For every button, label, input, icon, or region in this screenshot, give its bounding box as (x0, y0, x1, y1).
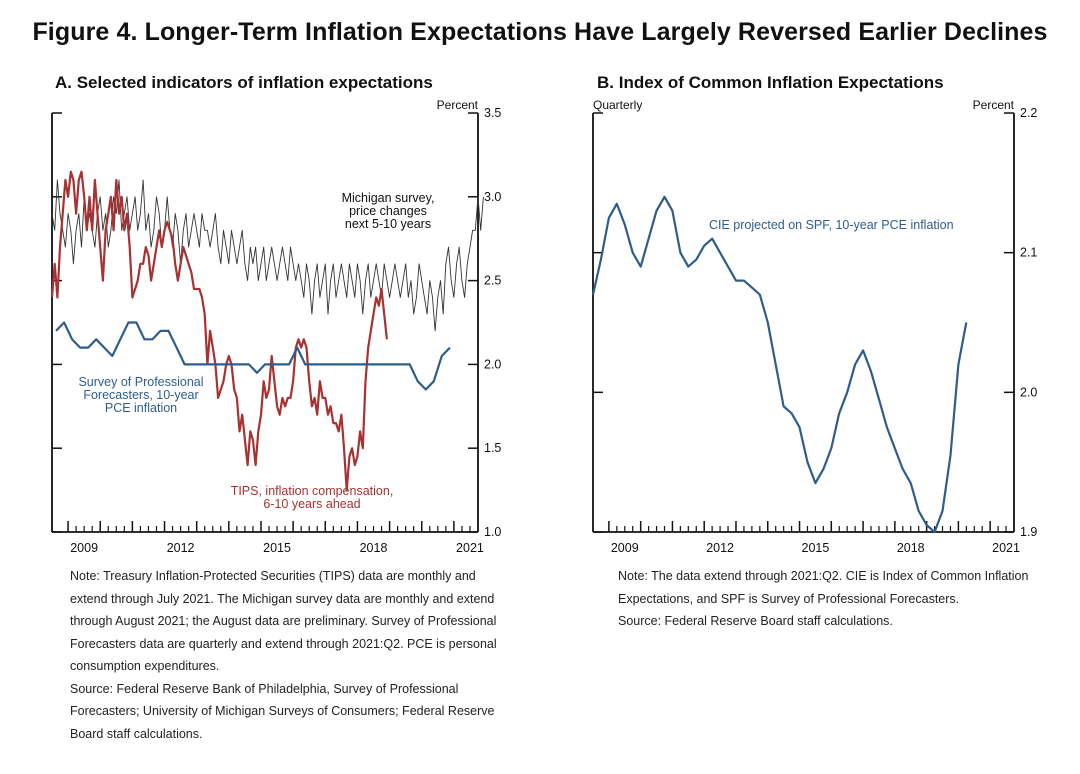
panel_a-series-1-line (50, 170, 388, 492)
panel-a-note: Note: Treasury Inflation-Protected Secur… (70, 569, 497, 673)
panel_a-series-2-label: Survey of Professional (78, 375, 203, 389)
panel_b-xtick-label: 2009 (611, 541, 639, 555)
panel_b-xtick-label: 2015 (802, 541, 830, 555)
panel_a-ytick-label: 2.5 (484, 274, 501, 288)
panel-b-notes: Note: The data extend through 2021:Q2. C… (600, 565, 1060, 633)
panel_a-xtick-label: 2012 (167, 541, 195, 555)
panel-a-notes: Note: Treasury Inflation-Protected Secur… (52, 565, 512, 745)
panel-b-chart: Quarterly Percent 1.9 2.0 2.1 2.2 2009 2012 20… (591, 98, 1037, 555)
panel_a-series-1-label: 6-10 years ahead (263, 497, 360, 511)
panel_a-ytick-label: 3.5 (484, 106, 501, 120)
panel_b-series-0-label: CIE projected on SPF, 10-year PCE inflat… (709, 218, 954, 232)
panel_a-ytick-label: 1.5 (484, 441, 501, 455)
panel_a-xtick-label: 2018 (360, 541, 388, 555)
panel_a-series-2-label: PCE inflation (105, 401, 177, 415)
panel_a-xtick-label: 2009 (70, 541, 98, 555)
panel_a-series-0-label: Michigan survey, (342, 191, 435, 205)
panel_a-series-0-label: next 5-10 years (345, 217, 431, 231)
panel-a-source: Source: Federal Reserve Bank of Philadel… (70, 681, 495, 741)
panel_b-ytick-label: 2.1 (1020, 246, 1037, 260)
panel_a-ytick-label: 1.0 (484, 525, 501, 539)
panel_a-series-2-label: Forecasters, 10-year (83, 388, 198, 402)
panel_a-series-2-line (55, 321, 451, 391)
panel_a-ytick-label: 2.0 (484, 357, 501, 371)
panel_b-series-0-line (591, 195, 968, 534)
figure-title: Figure 4. Longer-Term Inflation Expectat… (32, 18, 1048, 46)
panel-a-chart: Percent 1.0 1.5 2.0 2.5 3.0 3.5 2009 2012 2015 20… (50, 98, 501, 555)
panel_a-ytick-label: 3.0 (484, 190, 501, 204)
panel_b-ytick-label: 2.0 (1020, 385, 1037, 399)
panel_b-ytick-label: 1.9 (1020, 525, 1037, 539)
panel-b-title: B. Index of Common Inflation Expectation… (597, 73, 944, 92)
panel_a-xtick-label: 2015 (263, 541, 291, 555)
panel_b-xtick-label: 2012 (706, 541, 734, 555)
panel-b-unit-label: Percent (973, 98, 1015, 112)
panel-b-source: Source: Federal Reserve Board staff calc… (618, 614, 893, 628)
panel_a-xtick-label: 2021 (456, 541, 484, 555)
panel_a-series-0-label: price changes (349, 204, 427, 218)
panel-b-frequency-label: Quarterly (593, 98, 642, 112)
panel-a-unit-label: Percent (437, 98, 479, 112)
panel_b-xtick-label: 2018 (897, 541, 925, 555)
panel_b-xtick-label: 2021 (992, 541, 1020, 555)
panel_b-ytick-label: 2.2 (1020, 106, 1037, 120)
panel_a-series-1-label: TIPS, inflation compensation, (231, 484, 394, 498)
panel-b-note: Note: The data extend through 2021:Q2. C… (618, 569, 1029, 606)
panel-a-title: A. Selected indicators of inflation expe… (55, 73, 433, 92)
